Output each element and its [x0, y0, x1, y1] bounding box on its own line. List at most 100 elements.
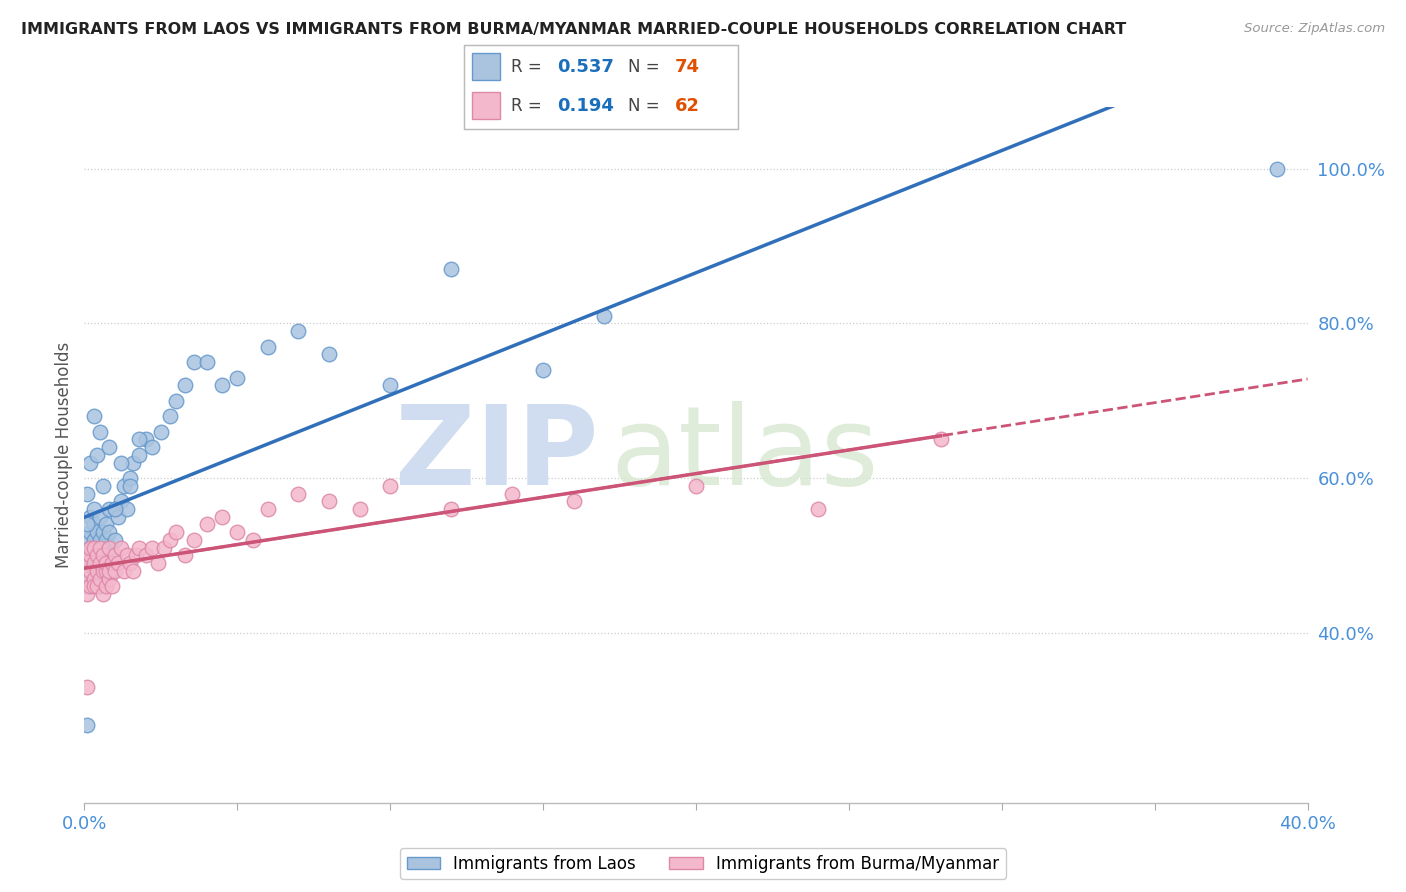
- Point: [76, 486, 98, 500]
- Point: [531, 363, 554, 377]
- Point: [79, 456, 101, 470]
- Text: 62: 62: [675, 96, 700, 114]
- Point: [91, 479, 114, 493]
- Text: atlas: atlas: [610, 401, 879, 508]
- Point: [89, 509, 111, 524]
- Point: [79, 579, 101, 593]
- Point: [502, 486, 524, 500]
- Point: [79, 549, 101, 563]
- Point: [440, 502, 463, 516]
- Point: [94, 517, 117, 532]
- Point: [86, 448, 108, 462]
- Point: [929, 433, 952, 447]
- Point: [135, 549, 157, 563]
- Point: [101, 579, 124, 593]
- Point: [318, 494, 340, 508]
- Point: [226, 370, 249, 384]
- Text: 0.537: 0.537: [557, 58, 614, 76]
- Point: [79, 541, 101, 555]
- Point: [195, 517, 218, 532]
- Point: [86, 541, 108, 555]
- Point: [83, 541, 105, 555]
- Point: [83, 556, 105, 570]
- Point: [120, 556, 142, 570]
- Point: [104, 502, 127, 516]
- Point: [165, 525, 187, 540]
- Point: [89, 425, 111, 439]
- Point: [76, 556, 98, 570]
- Point: [91, 564, 114, 578]
- Point: [83, 572, 105, 586]
- Point: [79, 564, 101, 578]
- Point: [107, 556, 129, 570]
- Point: [120, 471, 142, 485]
- Point: [101, 556, 124, 570]
- Point: [89, 556, 111, 570]
- Point: [165, 393, 187, 408]
- Point: [91, 525, 114, 540]
- Text: IMMIGRANTS FROM LAOS VS IMMIGRANTS FROM BURMA/MYANMAR MARRIED-COUPLE HOUSEHOLDS : IMMIGRANTS FROM LAOS VS IMMIGRANTS FROM …: [21, 22, 1126, 37]
- Point: [349, 502, 371, 516]
- Point: [101, 564, 124, 578]
- Point: [79, 525, 101, 540]
- Point: [128, 541, 150, 555]
- Point: [104, 533, 127, 547]
- Point: [79, 541, 101, 555]
- Point: [110, 541, 132, 555]
- Point: [146, 556, 169, 570]
- Point: [562, 494, 585, 508]
- Point: [76, 549, 98, 563]
- Point: [380, 378, 402, 392]
- Text: R =: R =: [510, 58, 547, 76]
- Point: [76, 533, 98, 547]
- Point: [83, 517, 105, 532]
- Point: [79, 564, 101, 578]
- Text: R =: R =: [510, 96, 547, 114]
- Point: [226, 525, 249, 540]
- Point: [257, 340, 280, 354]
- Point: [76, 579, 98, 593]
- Text: N =: N =: [628, 58, 665, 76]
- Point: [83, 502, 105, 516]
- Point: [115, 549, 138, 563]
- Point: [94, 579, 117, 593]
- Point: [76, 572, 98, 586]
- Point: [76, 572, 98, 586]
- Point: [86, 549, 108, 563]
- Point: [110, 456, 132, 470]
- Point: [112, 479, 135, 493]
- Point: [807, 502, 830, 516]
- Point: [257, 502, 280, 516]
- Point: [211, 509, 233, 524]
- Legend: Immigrants from Laos, Immigrants from Burma/Myanmar: Immigrants from Laos, Immigrants from Bu…: [401, 848, 1005, 880]
- Point: [97, 541, 120, 555]
- Point: [89, 533, 111, 547]
- Point: [86, 525, 108, 540]
- Point: [125, 549, 148, 563]
- Point: [115, 502, 138, 516]
- Point: [110, 494, 132, 508]
- Point: [128, 433, 150, 447]
- Point: [86, 579, 108, 593]
- Point: [91, 564, 114, 578]
- Point: [1265, 161, 1288, 176]
- Point: [89, 579, 111, 593]
- Point: [141, 440, 163, 454]
- Point: [104, 502, 127, 516]
- Point: [159, 533, 181, 547]
- Point: [86, 564, 108, 578]
- Point: [83, 533, 105, 547]
- Point: [440, 262, 463, 277]
- Y-axis label: Married-couple Households: Married-couple Households: [55, 342, 73, 568]
- Point: [91, 549, 114, 563]
- Bar: [472, 54, 499, 80]
- Point: [104, 564, 127, 578]
- Text: 74: 74: [675, 58, 700, 76]
- Point: [79, 556, 101, 570]
- Point: [685, 479, 707, 493]
- Point: [89, 572, 111, 586]
- Point: [94, 549, 117, 563]
- Point: [83, 409, 105, 424]
- Text: ZIP: ZIP: [395, 401, 598, 508]
- Point: [287, 324, 309, 338]
